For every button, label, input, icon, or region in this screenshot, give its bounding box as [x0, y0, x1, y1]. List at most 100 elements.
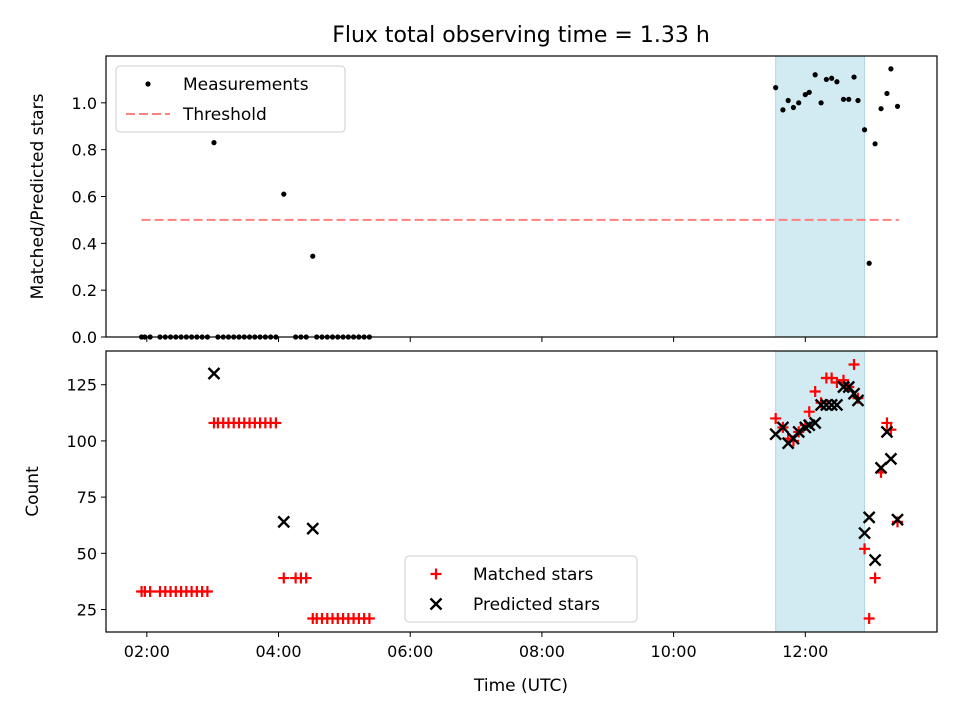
- y-tick-label: 50: [77, 544, 97, 563]
- data-point: [878, 106, 884, 112]
- data-point: [885, 424, 897, 436]
- data-point: [862, 511, 876, 524]
- legend-box: [404, 555, 638, 623]
- data-point: [792, 425, 806, 439]
- chart-title: Flux total observing time = 1.33 h: [332, 23, 710, 48]
- data-point: [211, 140, 217, 146]
- data-point: [851, 74, 857, 80]
- x-tick-label: 10:00: [651, 642, 697, 661]
- y-tick-label: 125: [66, 376, 97, 395]
- data-point: [144, 586, 156, 598]
- x-tick-label: 02:00: [124, 642, 170, 661]
- data-point: [790, 104, 797, 111]
- series-measurements: [138, 66, 901, 340]
- x-tick-label: 08:00: [519, 642, 565, 661]
- y-tick-label: 100: [66, 432, 97, 451]
- data-point: [785, 97, 791, 104]
- data-point: [823, 76, 829, 83]
- data-point: [796, 100, 802, 106]
- legend: Matched stars Predicted stars: [404, 555, 638, 623]
- data-point: [858, 526, 871, 540]
- highlight-span: [775, 350, 866, 633]
- data-point: [848, 358, 860, 370]
- x-tick-label: 04:00: [255, 642, 301, 661]
- legend-marker-matched: [430, 568, 442, 580]
- data-point: [363, 613, 375, 625]
- data-point: [884, 452, 898, 466]
- data-point: [847, 387, 861, 401]
- data-point: [851, 394, 865, 407]
- data-point: [894, 103, 901, 109]
- data-point: [829, 75, 835, 81]
- data-point: [278, 572, 290, 584]
- top-panel-ratio: 0.0 0.2 0.4 0.6 0.8 1.0 Matched/Predicted star…: [28, 55, 938, 347]
- data-point: [884, 90, 890, 97]
- data-point: [825, 398, 838, 412]
- data-point: [840, 96, 847, 102]
- series-predicted-stars: [207, 367, 904, 567]
- y-tick-label: 75: [77, 488, 97, 507]
- data-point: [846, 96, 852, 102]
- x-axis-label: Time (UTC): [473, 676, 568, 696]
- data-point: [806, 89, 812, 95]
- data-point: [306, 522, 320, 535]
- legend-label-threshold: Threshold: [182, 105, 267, 125]
- legend-label-matched: Matched stars: [473, 565, 593, 585]
- y-tick-label: 25: [77, 601, 97, 620]
- data-point: [300, 572, 312, 584]
- data-point: [814, 398, 828, 412]
- data-point: [201, 586, 213, 598]
- x-tick-label: 06:00: [387, 642, 433, 661]
- y-tick-label: 1.0: [72, 94, 97, 113]
- legend-marker-measurements: [145, 81, 151, 87]
- legend: Measurements Threshold: [115, 65, 346, 133]
- data-point: [277, 515, 291, 529]
- data-point: [310, 253, 316, 259]
- data-point: [802, 92, 808, 98]
- data-point: [281, 191, 287, 197]
- data-point: [863, 613, 875, 625]
- y-tick-label: 0.6: [72, 188, 97, 207]
- data-point: [776, 421, 790, 434]
- data-point: [773, 85, 779, 91]
- legend-label-predicted: Predicted stars: [473, 595, 600, 615]
- data-point: [803, 406, 815, 418]
- data-point: [780, 107, 786, 113]
- data-point: [207, 367, 221, 380]
- data-point: [830, 398, 844, 412]
- data-point: [812, 72, 818, 78]
- data-point: [891, 513, 904, 526]
- data-point: [270, 417, 282, 429]
- data-point: [888, 66, 894, 72]
- data-point: [837, 380, 850, 394]
- data-point: [861, 127, 868, 133]
- data-point: [809, 385, 821, 397]
- y-tick-label: 0.2: [72, 281, 97, 300]
- y-axis-label: Matched/Predicted stars: [28, 93, 48, 299]
- legend-marker-predicted: [429, 597, 443, 611]
- data-point: [872, 141, 878, 147]
- data-point: [869, 572, 881, 584]
- data-point: [808, 416, 822, 430]
- legend-label-measurements: Measurements: [183, 75, 309, 95]
- data-point: [818, 100, 824, 106]
- data-point: [834, 79, 840, 85]
- data-point: [770, 412, 782, 424]
- y-tick-label: 0.4: [72, 234, 97, 253]
- data-point: [859, 543, 871, 555]
- data-point: [837, 374, 849, 386]
- axes-frame: [105, 350, 938, 633]
- data-point: [855, 97, 861, 104]
- data-point: [874, 461, 888, 475]
- bottom-panel-counts: 25 50 75 100 125 02:00 04:00 06:00 08:00 10:00 12:…: [23, 350, 938, 661]
- x-tick-label: 12:00: [782, 642, 828, 661]
- data-point: [881, 417, 893, 429]
- legend-box: [115, 65, 346, 133]
- y-tick-label: 0.8: [72, 141, 97, 160]
- data-point: [880, 425, 894, 439]
- y-tick-label: 0.0: [72, 328, 97, 347]
- data-point: [868, 553, 882, 567]
- data-point: [820, 398, 833, 412]
- y-axis-label: Count: [23, 466, 43, 517]
